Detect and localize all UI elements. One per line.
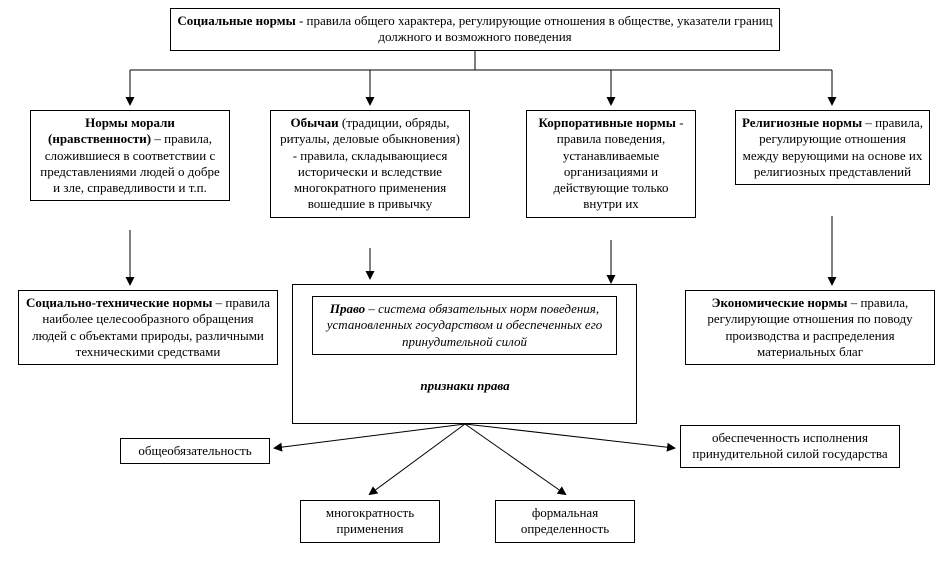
feature-3-box: формальная определенность xyxy=(495,500,635,543)
feature-1-box: общеобязательность xyxy=(120,438,270,464)
sociotech-title: Социально-технические нормы xyxy=(26,295,212,310)
feature-1-text: общеобязательность xyxy=(138,443,251,458)
feature-4-text: обеспеченность исполнения принудительной… xyxy=(692,430,887,461)
law-inner-box: Право – система обязательных норм поведе… xyxy=(312,296,617,355)
customs-box: Обычаи (традиции, обряды, ритуалы, делов… xyxy=(270,110,470,218)
root-desc: - правила общего характера, регулирующие… xyxy=(296,13,773,44)
customs-title: Обычаи xyxy=(291,115,339,130)
morals-box: Нормы морали (нравственности) – правила,… xyxy=(30,110,230,201)
law-title: Право xyxy=(330,301,365,316)
law-desc: – система обязательных норм поведения, у… xyxy=(327,301,603,349)
religious-box: Религиозные нормы – правила, регулирующи… xyxy=(735,110,930,185)
feature-3-text: формальная определенность xyxy=(521,505,609,536)
feature-4-box: обеспеченность исполнения принудительной… xyxy=(680,425,900,468)
sociotech-box: Социально-технические нормы – правила на… xyxy=(18,290,278,365)
connectors xyxy=(0,0,951,566)
corporate-box: Корпоративные нормы - правила поведения,… xyxy=(526,110,696,218)
religious-title: Религиозные нормы xyxy=(742,115,862,130)
corporate-title: Корпоративные нормы xyxy=(538,115,675,130)
feature-2-text: многократность применения xyxy=(326,505,414,536)
root-box: Социальные нормы - правила общего характ… xyxy=(170,8,780,51)
economic-title: Экономические нормы xyxy=(712,295,848,310)
root-title: Социальные нормы xyxy=(177,13,295,28)
features-label: признаки права xyxy=(410,378,520,394)
economic-box: Экономические нормы – правила, регулирую… xyxy=(685,290,935,365)
feature-2-box: многократность применения xyxy=(300,500,440,543)
